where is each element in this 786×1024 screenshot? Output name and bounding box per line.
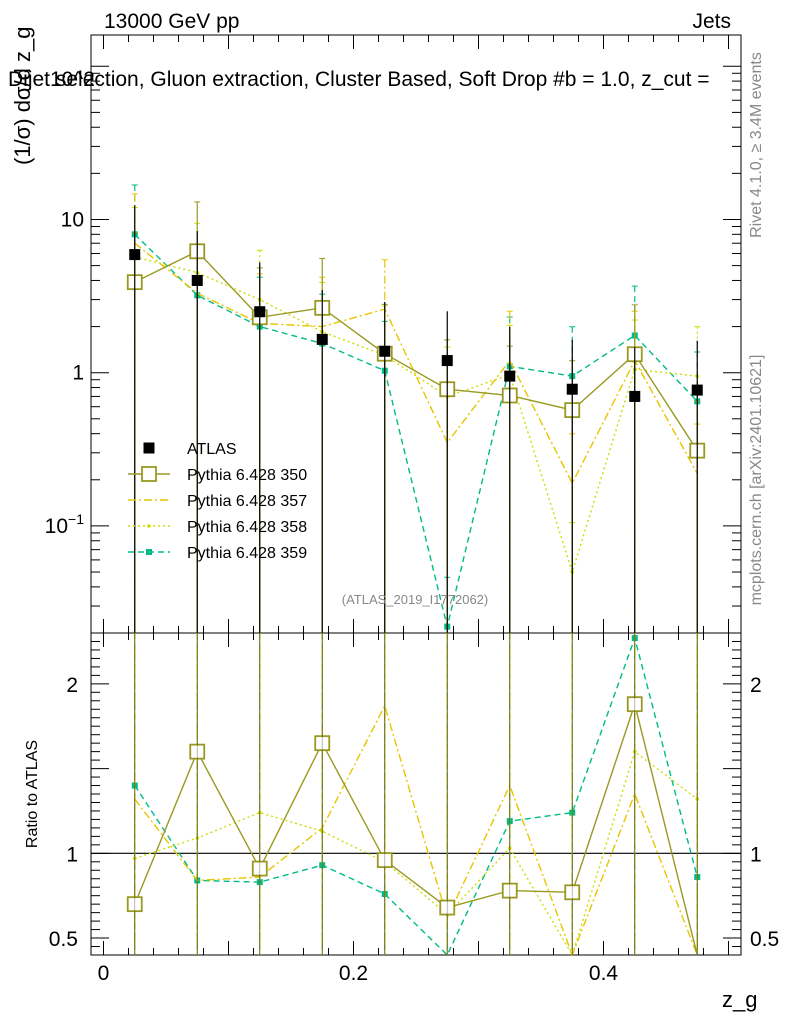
ratio-series-line	[134, 635, 698, 957]
legend-marker	[143, 442, 155, 454]
analysis-reference: (ATLAS_2019_I1772062)	[342, 592, 488, 607]
main-series-line	[134, 250, 698, 452]
ratio-tick-label: 0.5	[49, 928, 78, 951]
ratio-series-line	[134, 750, 698, 957]
legend-marker	[146, 549, 152, 555]
ratio-data-point	[126, 896, 143, 913]
y-axis-cutoff-label: 10^2	[50, 68, 95, 91]
main-data-point	[316, 333, 328, 345]
ratio-tick-label: 2	[750, 674, 762, 697]
chart-title: Dijet selection, Gluon extraction, Clust…	[8, 68, 710, 91]
ratio-tick-label: 1	[750, 843, 762, 866]
x-tick-label: 0.2	[339, 962, 368, 985]
ratio-tick-label: 0.5	[750, 928, 779, 951]
ratio-data-point	[626, 696, 643, 713]
legend-label: ATLAS	[187, 441, 237, 458]
main-data-point	[254, 306, 266, 318]
main-data-point	[129, 249, 141, 261]
x-tick-label: 0	[98, 962, 110, 985]
main-data-point	[441, 355, 453, 367]
main-data-point	[691, 384, 703, 396]
legend-label: Pythia 6.428 358	[187, 519, 307, 536]
legend-label: Pythia 6.428 357	[187, 493, 307, 510]
tick-labels: 0 0.2 0.4 10 1 10−1 2 2 1 1 0.5 0.5	[45, 208, 780, 985]
y-axis-label: (1/σ) dσ/d z_g	[10, 27, 35, 165]
y-tick-label: 10	[61, 208, 84, 231]
y-tick-label: 10−1	[45, 511, 85, 538]
ratio-tick-label: 1	[66, 843, 78, 866]
header-right: Jets	[692, 10, 731, 33]
legend-entry: Pythia 6.428 350	[128, 466, 307, 484]
main-data-point	[191, 274, 203, 286]
ratio-tick-label: 2	[66, 674, 78, 697]
main-panel-frame	[90, 34, 742, 634]
legend: ATLAS Pythia 6.428 350 Pythia 6.428 357 Pyt…	[128, 441, 307, 562]
ratio-series-line	[134, 701, 698, 956]
y-tick-label: 1	[72, 362, 84, 385]
rivet-watermark: Rivet 4.1.0, ≥ 3.4M events	[748, 52, 765, 238]
legend-entry: Pythia 6.428 358	[128, 519, 307, 536]
legend-marker	[147, 524, 151, 528]
ratio-data-point	[189, 743, 206, 760]
main-series-line	[134, 233, 698, 627]
legend-marker	[141, 466, 157, 482]
main-data-point	[629, 390, 641, 402]
header-left: 13000 GeV pp	[104, 10, 239, 33]
legend-label: Pythia 6.428 350	[187, 467, 307, 484]
ratio-data-point	[439, 899, 456, 916]
ratio-data-point	[251, 860, 268, 877]
legend-entry: Pythia 6.428 357	[128, 493, 307, 510]
legend-label: Pythia 6.428 359	[187, 545, 307, 562]
main-data-point	[504, 370, 516, 382]
ratio-panel-data	[126, 633, 701, 957]
legend-entry: Pythia 6.428 359	[128, 545, 307, 562]
main-data-point	[379, 345, 391, 357]
x-axis-label: z_g	[722, 987, 757, 1012]
main-data-point	[566, 383, 578, 395]
mcplots-watermark: mcplots.cern.ch [arXiv:2401.10621]	[748, 355, 765, 606]
ratio-series-line	[134, 703, 698, 957]
ratio-data-point	[314, 735, 331, 752]
ratio-panel-frame	[90, 632, 742, 956]
legend-entry: ATLAS	[143, 441, 237, 458]
x-tick-label: 0.4	[589, 962, 619, 985]
ratio-data-point	[376, 852, 393, 868]
main-series-line	[134, 242, 698, 485]
ratio-data-point	[501, 882, 518, 899]
ratio-data-point	[564, 884, 581, 901]
ratio-y-axis-label: Ratio to ATLAS	[24, 740, 41, 848]
main-panel-data	[126, 184, 706, 633]
axis-ticks	[91, 35, 741, 955]
